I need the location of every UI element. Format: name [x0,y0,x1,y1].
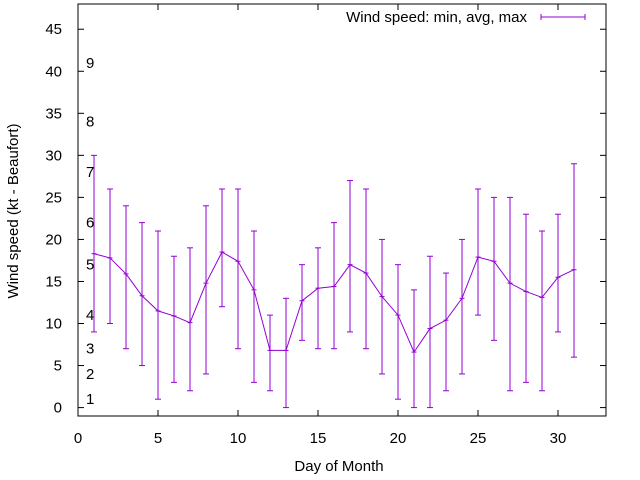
x-axis-label: Day of Month [294,458,383,475]
x-tick-label: 25 [470,430,487,447]
x-tick-label: 15 [310,430,327,447]
y-tick-label: 30 [45,147,62,164]
beaufort-label: 1 [86,391,94,408]
x-tick-label: 0 [74,430,82,447]
x-tick-label: 5 [154,430,162,447]
beaufort-label: 7 [86,164,94,181]
y-tick-label: 20 [45,231,62,248]
beaufort-label: 9 [86,55,94,72]
y-tick-label: 25 [45,189,62,206]
y-tick-label: 10 [45,316,62,333]
beaufort-label: 2 [86,366,94,383]
y-tick-label: 40 [45,63,62,80]
beaufort-label: 3 [86,341,94,358]
beaufort-label: 5 [86,257,94,274]
beaufort-label: 4 [86,307,94,324]
average-line [91,251,577,354]
beaufort-scale-labels: 1 2 3 4 5 6 7 8 9 [86,55,94,408]
y-tick-label: 35 [45,105,62,122]
error-bars [91,154,577,409]
beaufort-label: 6 [86,215,94,232]
x-tick-label: 10 [230,430,247,447]
y-tick-label: 0 [54,400,62,417]
legend: Wind speed: min, avg, max [346,9,586,26]
y-tick-label: 45 [45,21,62,38]
y-tick-label: 15 [45,273,62,290]
x-tick-label: 20 [390,430,407,447]
y-tick-label: 5 [54,358,62,375]
beaufort-label: 8 [86,114,94,131]
plot-frame [77,3,607,417]
y-axis-label: Wind speed (kt - Beaufort) [5,123,22,298]
x-tick-label: 30 [550,430,567,447]
legend-label: Wind speed: min, avg, max [346,9,527,26]
